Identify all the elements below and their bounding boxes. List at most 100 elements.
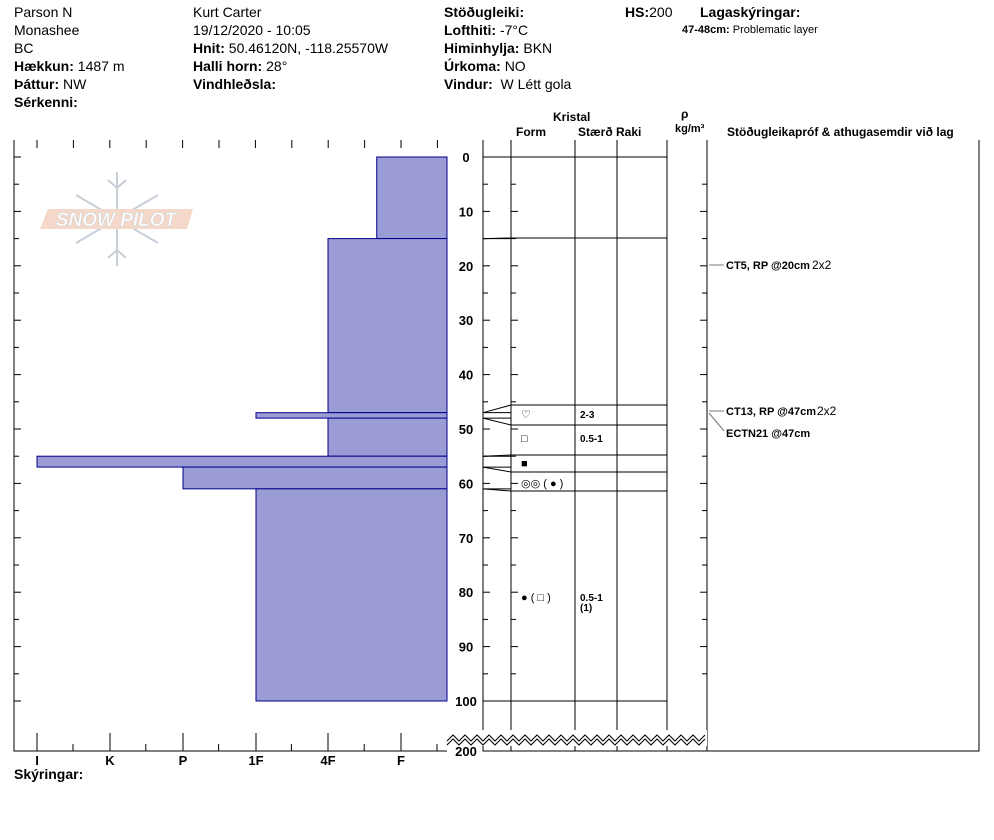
rounded-icon: ● ( □ ) <box>521 592 551 604</box>
stability-test: CT5, RP @20cm <box>726 260 810 272</box>
datetime: 19/12/2020 - 10:05 <box>193 22 311 38</box>
form-header: Form <box>516 125 546 139</box>
aspect-label: Þáttur: <box>14 76 60 92</box>
aspect-value: NW <box>63 76 87 92</box>
aspect: Þáttur: NW <box>14 76 86 92</box>
depth-tick-label: 60 <box>459 476 473 491</box>
layer-note-text: Problematic layer <box>732 24 818 36</box>
hardness-bar-2 <box>255 412 448 419</box>
depth-tick-label: 90 <box>459 640 473 655</box>
elevation: Hækkun: 1487 m <box>14 58 125 74</box>
snow-pilot-logo: SNOW PILOT <box>40 172 193 266</box>
crystal-size: 2-3 <box>580 410 595 421</box>
moisture-header: Raki <box>616 125 642 139</box>
precip: Úrkoma: NO <box>444 58 526 74</box>
slope-label: Halli horn: <box>193 58 263 74</box>
depth-tick-label: 50 <box>459 422 473 437</box>
wind: Vindur: W Létt gola <box>444 76 571 92</box>
crystal-header: Kristal <box>553 110 591 124</box>
air-temp-label: Lofthiti: <box>444 22 497 38</box>
test-size: 2x2 <box>812 258 832 272</box>
hardness-bar-5 <box>182 466 448 490</box>
layer-connector <box>482 417 512 426</box>
melt-freeze-crust-icon: ■ <box>521 458 528 470</box>
layer-note-range: 47-48cm: <box>682 24 730 36</box>
size-header: Stærð <box>578 125 613 139</box>
surface-hoar-icon: ♡ <box>521 409 531 421</box>
layer-connector <box>482 466 512 473</box>
crystal-size: 0.5-1 <box>580 434 603 445</box>
test-size: 2x2 <box>817 404 837 418</box>
axis-break-zigzag <box>446 734 706 742</box>
layer-connector <box>482 404 512 414</box>
table-frame <box>482 140 980 752</box>
layer-connector <box>482 237 512 240</box>
author: Kurt Carter <box>193 4 262 20</box>
left-plot-axis <box>13 140 447 752</box>
sky-label: Himinhylja: <box>444 40 520 56</box>
logo-text: SNOW PILOT <box>56 210 178 231</box>
features-label: Sérkenni: <box>14 94 78 110</box>
hardness-tick-label: F <box>397 753 405 768</box>
axis-break-zigzag <box>446 738 706 746</box>
depth-tick-label: 100 <box>455 694 477 709</box>
depth-tick-label: 10 <box>459 204 473 219</box>
coords: Hnit: 50.46120N, -118.25570W <box>193 40 388 56</box>
hs-value: 200 <box>649 4 673 20</box>
layer-note: 47-48cm: Problematic layer <box>682 24 818 36</box>
hardness-tick-label: 1F <box>248 753 263 768</box>
sky: Himinhylja: BKN <box>444 40 552 56</box>
hardness-tick-label: P <box>179 753 188 768</box>
faceted-icon: □ <box>521 433 528 445</box>
wind-label: Vindur: <box>444 76 493 92</box>
hs: HS:200 <box>625 4 672 20</box>
layer-connector <box>482 454 512 457</box>
crystal-size: 0.5-1 <box>580 593 603 604</box>
layer-connector <box>482 488 512 492</box>
observer-name: Parson N <box>14 4 73 20</box>
wind-value: W Létt gola <box>500 76 572 92</box>
logo-banner <box>40 209 193 229</box>
hardness-bar-3 <box>327 417 448 457</box>
wind-loading-label: Vindhleðsla: <box>193 76 276 92</box>
notes-label: Skýringar: <box>14 766 84 782</box>
coords-label: Hnit: <box>193 40 225 56</box>
sky-value: BKN <box>523 40 553 56</box>
range: Monashee <box>14 22 80 38</box>
melt-forms-icon: ◎◎ ( ● ) <box>521 478 563 490</box>
layer-notes-label: Lagaskýringar: <box>700 4 801 20</box>
depth-tick-label: 30 <box>459 313 473 328</box>
slope-value: 28° <box>266 58 288 74</box>
elevation-label: Hækkun: <box>14 58 74 74</box>
hardness-tick-label: K <box>105 753 115 768</box>
stability-header: Stöðugleikapróf & athugasemdir við lag <box>727 125 954 139</box>
density-unit-header: kg/m³ <box>675 123 705 135</box>
precip-value: NO <box>504 58 526 74</box>
test-arrow-icon <box>708 412 725 432</box>
hardness-bar-1 <box>327 238 448 414</box>
crystal-size-note: (1) <box>580 603 592 614</box>
stability-test: ECTN21 @47cm <box>726 428 810 440</box>
depth-tick-label: 80 <box>459 585 473 600</box>
hardness-bar-0 <box>376 156 448 240</box>
hardness-tick-label: 4F <box>320 753 335 768</box>
depth-tick-label: 20 <box>459 259 473 274</box>
depth-tick-label: 0 <box>462 150 469 165</box>
slope: Halli horn: 28° <box>193 58 287 74</box>
hardness-bar-4 <box>36 455 448 468</box>
precip-label: Úrkoma: <box>444 58 501 74</box>
hardness-tick-label: I <box>35 753 39 768</box>
hardness-bar-6 <box>255 488 448 702</box>
hs-label: HS: <box>625 4 650 20</box>
stability-test: CT13, RP @47cm <box>726 406 816 418</box>
depth-tick-label: 40 <box>459 368 473 383</box>
air-temp-value: -7°C <box>499 22 529 38</box>
coords-value: 50.46120N, -118.25570W <box>228 40 389 56</box>
elevation-value: 1487 m <box>77 58 125 74</box>
stability-label: Stöðugleiki: <box>444 4 525 20</box>
rho-header: ρ <box>681 107 689 121</box>
depth-tick-label: 200 <box>455 744 477 759</box>
depth-tick-label: 70 <box>459 531 473 546</box>
